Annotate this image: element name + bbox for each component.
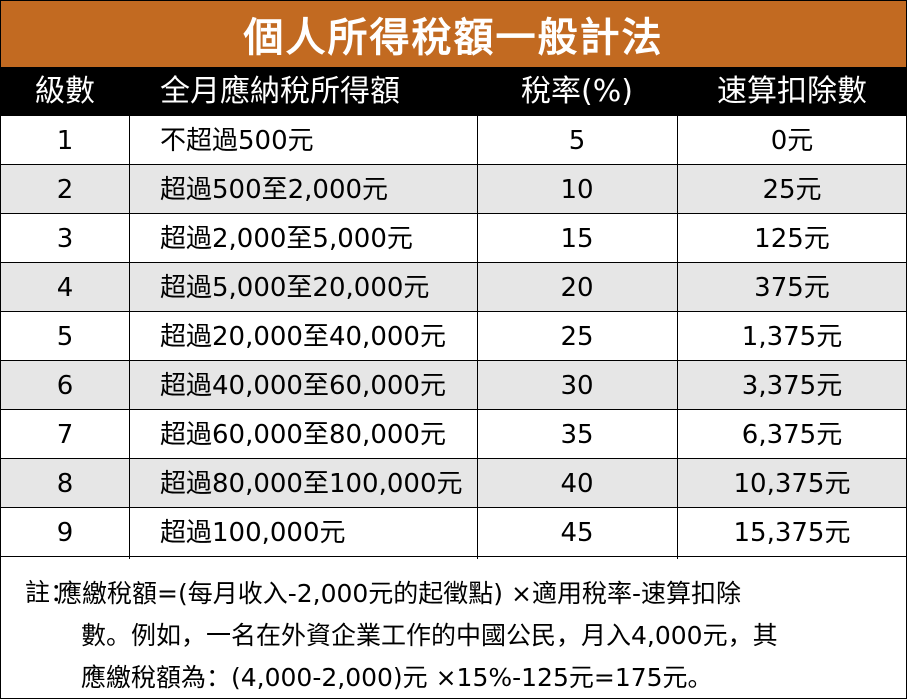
header-quick-deduction: 速算扣除數 (717, 74, 867, 109)
table-row: 5 超過20,000至40,000元 25 1,375元 (1, 312, 906, 361)
row-level: 4 (56, 273, 74, 303)
row-quick-deduction: 6,375元 (741, 420, 843, 450)
table-row: 7 超過60,000至80,000元 35 6,375元 (1, 410, 906, 459)
header-tax-rate: 稅率(%) (521, 74, 633, 109)
row-quick-deduction: 15,375元 (733, 518, 851, 548)
row-level: 7 (56, 420, 74, 450)
table-row: 2 超過500至2,000元 10 25元 (1, 165, 906, 214)
row-tax-rate: 30 (560, 371, 594, 401)
table-row: 1 不超過500元 5 0元 (1, 116, 906, 165)
row-taxable-income: 超過60,000至80,000元 (160, 420, 446, 450)
row-quick-deduction: 25元 (762, 175, 822, 205)
row-level: 5 (56, 322, 74, 352)
row-tax-rate: 45 (560, 518, 594, 548)
row-tax-rate: 10 (560, 175, 594, 205)
table-row: 4 超過5,000至20,000元 20 375元 (1, 263, 906, 312)
table-row: 9 超過100,000元 45 15,375元 (1, 508, 906, 557)
row-quick-deduction: 1,375元 (741, 322, 843, 352)
row-quick-deduction: 125元 (754, 224, 830, 254)
column-divider (129, 116, 130, 559)
table-row: 3 超過2,000至5,000元 15 125元 (1, 214, 906, 263)
column-divider (677, 116, 678, 559)
row-tax-rate: 20 (560, 273, 594, 303)
row-tax-rate: 40 (560, 469, 594, 499)
row-taxable-income: 超過100,000元 (160, 518, 346, 548)
footnote-text: 應繳稅額=(每月收入-2,000元的起徵點) ×適用稅率-速算扣除 數。例如，一… (57, 573, 893, 699)
table-row: 6 超過40,000至60,000元 30 3,375元 (1, 361, 906, 410)
row-level: 1 (56, 126, 74, 156)
row-tax-rate: 25 (560, 322, 594, 352)
table-title: 個人所得稅額一般計法 (1, 1, 906, 67)
row-taxable-income: 超過40,000至60,000元 (160, 371, 446, 401)
row-tax-rate: 15 (560, 224, 594, 254)
row-level: 3 (56, 224, 74, 254)
header-taxable-income: 全月應納稅所得額 (160, 74, 400, 109)
header-level: 級數 (35, 74, 95, 109)
footnote-line: 應繳稅額=(每月收入-2,000元的起徵點) ×適用稅率-速算扣除 (57, 579, 741, 608)
row-quick-deduction: 375元 (754, 273, 830, 303)
row-taxable-income: 不超過500元 (160, 126, 314, 156)
row-tax-rate: 5 (568, 126, 586, 156)
footnote-line: 應繳稅額為：(4,000-2,000)元 ×15%-125元=175元。 (81, 663, 713, 692)
row-quick-deduction: 3,375元 (741, 371, 843, 401)
row-level: 2 (56, 175, 74, 205)
row-level: 8 (56, 469, 74, 499)
row-quick-deduction: 0元 (770, 126, 814, 156)
footnote-line: 數。例如，一名在外資企業工作的中國公民，月入4,000元，其 (81, 621, 778, 650)
row-taxable-income: 超過500至2,000元 (160, 175, 389, 205)
footnote-label: 註： (25, 578, 76, 607)
row-tax-rate: 35 (560, 420, 594, 450)
row-taxable-income: 超過80,000至100,000元 (160, 469, 463, 499)
row-taxable-income: 超過2,000至5,000元 (160, 224, 413, 254)
row-quick-deduction: 10,375元 (733, 469, 851, 499)
column-divider (477, 116, 478, 559)
row-taxable-income: 超過20,000至40,000元 (160, 322, 446, 352)
table-header: 級數 全月應納稅所得額 稅率(%) 速算扣除數 (1, 67, 906, 116)
footnote: 註： 應繳稅額=(每月收入-2,000元的起徵點) ×適用稅率-速算扣除 數。例… (1, 563, 906, 696)
row-level: 6 (56, 371, 74, 401)
row-level: 9 (56, 518, 74, 548)
row-taxable-income: 超過5,000至20,000元 (160, 273, 430, 303)
table-row: 8 超過80,000至100,000元 40 10,375元 (1, 459, 906, 508)
